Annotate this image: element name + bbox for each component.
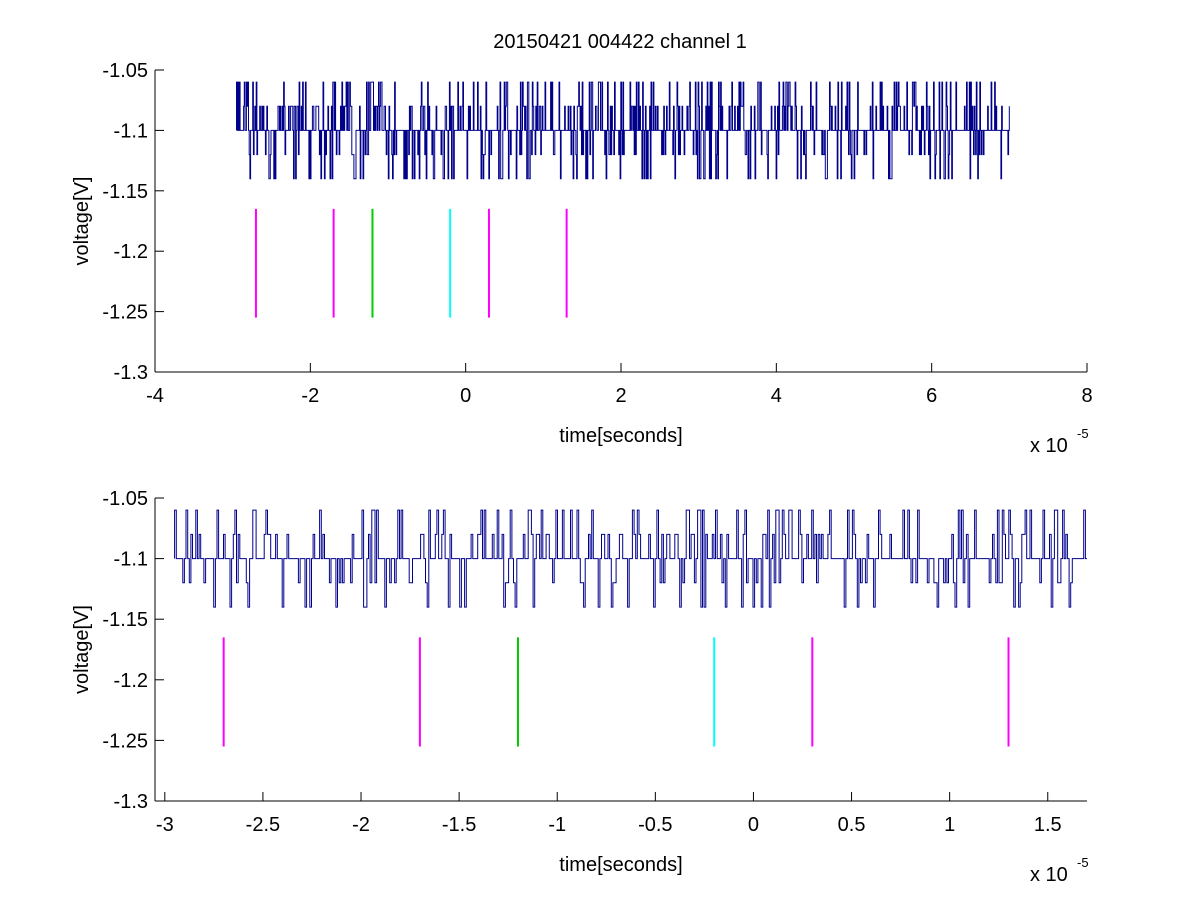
x-tick-label: -1 (548, 814, 566, 836)
top-plot: -4 -2 0 2 4 6 8 -1.3 -1.25 -1.2 -1.15 -1.1 -1.05 time… (71, 60, 1093, 457)
y-tick-label: -1.1 (114, 120, 148, 142)
x-tick-label: 0.5 (838, 814, 866, 836)
x-tick-label: -3 (156, 814, 174, 836)
x-exponent-power: -5 (1077, 426, 1089, 441)
x-tick-label: -2 (352, 814, 370, 836)
x-tick-label: 0 (748, 814, 759, 836)
x-tick-label: 1 (944, 814, 955, 836)
y-tick-label: -1.15 (102, 609, 148, 631)
x-tick-label: 1.5 (1034, 814, 1062, 836)
y-tick-label: -1.2 (114, 670, 148, 692)
x-tick-label: -1.5 (442, 814, 476, 836)
x-tick-label: 4 (771, 385, 782, 407)
y-tick-label: -1.3 (114, 362, 148, 384)
x-tick-label: 6 (926, 385, 937, 407)
y-tick-label: -1.3 (114, 791, 148, 813)
y-axis-label: voltage[V] (71, 177, 93, 266)
x-tick-label: -0.5 (638, 814, 672, 836)
x-axis-label: time[seconds] (559, 854, 682, 876)
x-tick-label: 8 (1081, 385, 1092, 407)
x-tick-label: -4 (146, 385, 164, 407)
x-tick-label: 0 (460, 385, 471, 407)
y-tick-label: -1.25 (102, 730, 148, 752)
x-exponent-power: -5 (1077, 855, 1089, 870)
y-tick-label: -1.1 (114, 549, 148, 571)
y-tick-label: -1.15 (102, 181, 148, 203)
x-tick-label: -2.5 (246, 814, 280, 836)
y-tick-label: -1.05 (102, 488, 148, 510)
x-tick-label: 2 (615, 385, 626, 407)
bottom-plot: -3 -2.5 -2 -1.5 -1 -0.5 0 0.5 1 1.5 -1.3 -1.25 -1.2 -… (71, 488, 1089, 886)
chart-title: 20150421 004422 channel 1 (493, 31, 747, 53)
y-tick-label: -1.05 (102, 60, 148, 82)
y-axis-label: voltage[V] (71, 605, 93, 694)
x-exponent-label: x 10 (1030, 864, 1068, 886)
x-axis-label: time[seconds] (559, 425, 682, 447)
y-tick-label: -1.25 (102, 302, 148, 324)
x-exponent-label: x 10 (1030, 435, 1068, 457)
x-tick-label: -2 (301, 385, 319, 407)
signal-trace (236, 81, 1010, 180)
y-tick-label: -1.2 (114, 241, 148, 263)
signal-trace (174, 509, 1087, 608)
